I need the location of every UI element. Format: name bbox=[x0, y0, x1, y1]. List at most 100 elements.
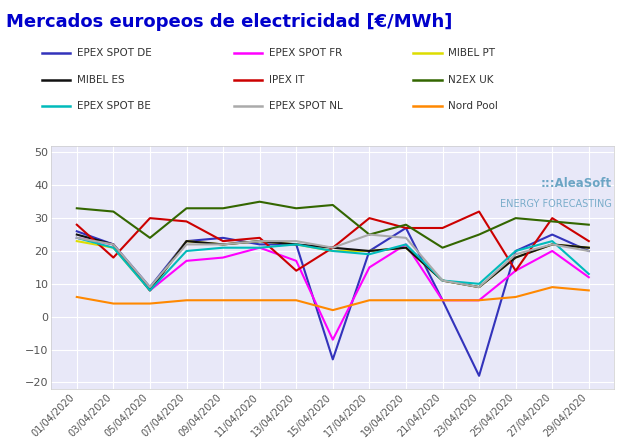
MIBEL PT bbox=[476, 285, 483, 290]
EPEX SPOT FR bbox=[438, 297, 446, 303]
Text: MIBEL ES: MIBEL ES bbox=[77, 75, 124, 84]
Text: EPEX SPOT NL: EPEX SPOT NL bbox=[269, 101, 342, 111]
MIBEL ES bbox=[220, 242, 227, 247]
Text: ENERGY FORECASTING: ENERGY FORECASTING bbox=[500, 199, 612, 209]
Nord Pool bbox=[585, 288, 593, 293]
EPEX SPOT DE bbox=[220, 235, 227, 240]
EPEX SPOT NL bbox=[476, 285, 483, 290]
EPEX SPOT NL bbox=[73, 235, 81, 240]
EPEX SPOT BE bbox=[476, 281, 483, 286]
EPEX SPOT FR bbox=[220, 255, 227, 260]
EPEX SPOT FR bbox=[146, 288, 154, 293]
Text: MIBEL PT: MIBEL PT bbox=[448, 48, 495, 58]
MIBEL ES bbox=[109, 242, 117, 247]
EPEX SPOT BE bbox=[585, 271, 593, 277]
Line: EPEX SPOT DE: EPEX SPOT DE bbox=[77, 228, 589, 376]
EPEX SPOT NL bbox=[585, 248, 593, 254]
MIBEL ES bbox=[548, 242, 556, 247]
EPEX SPOT FR bbox=[402, 242, 410, 247]
EPEX SPOT NL bbox=[365, 232, 373, 237]
Line: IPEX IT: IPEX IT bbox=[77, 212, 589, 271]
EPEX SPOT FR bbox=[256, 245, 264, 250]
EPEX SPOT DE bbox=[73, 229, 81, 234]
IPEX IT bbox=[146, 216, 154, 221]
EPEX SPOT BE bbox=[438, 278, 446, 283]
IPEX IT bbox=[438, 225, 446, 231]
N2EX UK bbox=[182, 206, 190, 211]
MIBEL PT bbox=[292, 242, 300, 247]
Line: Nord Pool: Nord Pool bbox=[77, 287, 589, 310]
MIBEL PT bbox=[438, 278, 446, 283]
Text: :::AleaSoft: :::AleaSoft bbox=[540, 177, 612, 190]
IPEX IT bbox=[548, 216, 556, 221]
MIBEL ES bbox=[73, 232, 81, 237]
MIBEL ES bbox=[438, 278, 446, 283]
EPEX SPOT DE bbox=[402, 225, 410, 231]
IPEX IT bbox=[585, 239, 593, 244]
EPEX SPOT NL bbox=[220, 242, 227, 247]
N2EX UK bbox=[220, 206, 227, 211]
MIBEL PT bbox=[182, 239, 190, 244]
N2EX UK bbox=[512, 216, 520, 221]
Text: IPEX IT: IPEX IT bbox=[269, 75, 304, 84]
Line: EPEX SPOT BE: EPEX SPOT BE bbox=[77, 238, 589, 290]
Text: Mercados europeos de electricidad [€/MWh]: Mercados europeos de electricidad [€/MWh… bbox=[6, 13, 452, 31]
EPEX SPOT BE bbox=[292, 242, 300, 247]
MIBEL ES bbox=[182, 239, 190, 244]
EPEX SPOT FR bbox=[476, 297, 483, 303]
Nord Pool bbox=[512, 294, 520, 300]
MIBEL ES bbox=[146, 288, 154, 293]
MIBEL PT bbox=[512, 255, 520, 260]
EPEX SPOT FR bbox=[329, 337, 337, 343]
EPEX SPOT NL bbox=[146, 285, 154, 290]
EPEX SPOT NL bbox=[292, 239, 300, 244]
N2EX UK bbox=[438, 245, 446, 250]
Nord Pool bbox=[73, 294, 81, 300]
EPEX SPOT DE bbox=[585, 248, 593, 254]
EPEX SPOT DE bbox=[476, 373, 483, 378]
MIBEL PT bbox=[329, 248, 337, 254]
N2EX UK bbox=[365, 232, 373, 237]
EPEX SPOT BE bbox=[512, 248, 520, 254]
EPEX SPOT FR bbox=[292, 258, 300, 263]
EPEX SPOT DE bbox=[146, 285, 154, 290]
Line: EPEX SPOT NL: EPEX SPOT NL bbox=[77, 235, 589, 287]
N2EX UK bbox=[329, 202, 337, 208]
EPEX SPOT NL bbox=[256, 239, 264, 244]
EPEX SPOT NL bbox=[402, 235, 410, 240]
IPEX IT bbox=[73, 222, 81, 227]
Line: EPEX SPOT FR: EPEX SPOT FR bbox=[77, 238, 589, 340]
EPEX SPOT FR bbox=[365, 265, 373, 270]
EPEX SPOT BE bbox=[402, 242, 410, 247]
N2EX UK bbox=[146, 235, 154, 240]
MIBEL ES bbox=[402, 245, 410, 250]
MIBEL PT bbox=[146, 288, 154, 293]
MIBEL PT bbox=[548, 242, 556, 247]
EPEX SPOT FR bbox=[585, 274, 593, 280]
N2EX UK bbox=[292, 206, 300, 211]
MIBEL ES bbox=[256, 239, 264, 244]
Nord Pool bbox=[146, 301, 154, 306]
EPEX SPOT NL bbox=[438, 278, 446, 283]
IPEX IT bbox=[512, 268, 520, 273]
IPEX IT bbox=[329, 245, 337, 250]
EPEX SPOT NL bbox=[182, 242, 190, 247]
N2EX UK bbox=[548, 219, 556, 224]
Nord Pool bbox=[220, 297, 227, 303]
EPEX SPOT NL bbox=[548, 242, 556, 247]
EPEX SPOT DE bbox=[548, 232, 556, 237]
Text: EPEX SPOT FR: EPEX SPOT FR bbox=[269, 48, 342, 58]
EPEX SPOT BE bbox=[256, 245, 264, 250]
EPEX SPOT DE bbox=[292, 242, 300, 247]
N2EX UK bbox=[109, 209, 117, 214]
EPEX SPOT NL bbox=[329, 245, 337, 250]
EPEX SPOT NL bbox=[512, 251, 520, 257]
Nord Pool bbox=[256, 297, 264, 303]
MIBEL PT bbox=[365, 248, 373, 254]
EPEX SPOT BE bbox=[548, 239, 556, 244]
Nord Pool bbox=[365, 297, 373, 303]
N2EX UK bbox=[585, 222, 593, 227]
MIBEL ES bbox=[292, 242, 300, 247]
IPEX IT bbox=[182, 219, 190, 224]
MIBEL PT bbox=[402, 245, 410, 250]
